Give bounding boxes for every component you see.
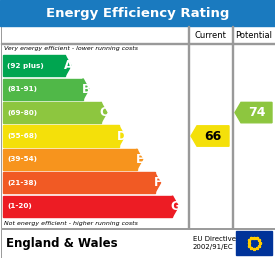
Polygon shape [101,102,107,123]
Text: 74: 74 [248,106,265,119]
Bar [3,172,155,194]
Text: (39-54): (39-54) [7,156,37,163]
Polygon shape [83,79,89,100]
Text: (69-80): (69-80) [7,110,37,116]
Text: D: D [117,130,127,142]
Text: (1-20): (1-20) [7,203,32,209]
Text: G: G [170,200,180,213]
Text: (21-38): (21-38) [7,180,37,186]
Text: (55-68): (55-68) [7,133,37,139]
Text: A: A [64,59,73,72]
Bar [1,26,274,228]
Text: EU Directive
2002/91/EC: EU Directive 2002/91/EC [193,236,236,250]
Polygon shape [119,125,125,147]
Polygon shape [191,126,229,146]
Text: Potential: Potential [235,30,272,39]
Polygon shape [172,196,178,217]
Bar [3,79,83,100]
Text: Energy Efficiency Rating: Energy Efficiency Rating [46,6,229,20]
Polygon shape [235,102,272,123]
Bar [3,125,119,147]
Text: (81-91): (81-91) [7,86,37,92]
Text: 66: 66 [204,130,222,142]
Text: F: F [153,176,161,189]
Text: C: C [100,106,108,119]
Bar [3,196,172,217]
Bar [0,0,275,26]
Text: B: B [81,83,90,96]
Bar [1,229,274,257]
Text: E: E [136,153,144,166]
Bar [1,43,274,44]
Polygon shape [65,55,71,76]
Bar [188,26,189,228]
Bar [236,231,272,255]
Polygon shape [155,172,161,194]
Text: England & Wales: England & Wales [6,237,118,249]
Bar [232,26,233,228]
Polygon shape [137,149,143,170]
Bar [3,102,101,123]
Text: (92 plus): (92 plus) [7,63,44,69]
Bar [3,149,137,170]
Text: Not energy efficient - higher running costs: Not energy efficient - higher running co… [4,221,138,226]
Text: Current: Current [194,30,226,39]
Bar [3,55,65,76]
Text: Very energy efficient - lower running costs: Very energy efficient - lower running co… [4,46,138,51]
